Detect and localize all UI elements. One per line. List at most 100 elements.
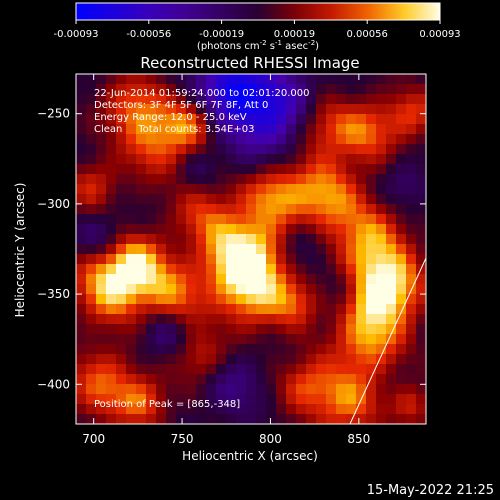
heatmap-cell [356,224,367,235]
heatmap-cell [366,184,377,195]
heatmap-cell [136,124,147,135]
heatmap-cell [116,94,127,105]
heatmap-cell [106,364,117,375]
heatmap-cell [266,164,277,175]
heatmap-cell [106,394,117,405]
heatmap-cell [176,74,187,85]
heatmap-cell [76,284,87,295]
heatmap-cell [346,284,357,295]
heatmap-cell [176,334,187,345]
heatmap-cell [316,184,327,195]
heatmap-cell [386,364,397,375]
heatmap-cell [196,394,207,405]
heatmap-cell [116,194,127,205]
heatmap-cell [206,94,217,105]
heatmap-cell [246,224,257,235]
colorbar-ticks: -0.00093 -0.00056 -0.00019 0.00019 0.00056 0.… [54,20,461,40]
heatmap-cell [236,284,247,295]
heatmap-cell [76,134,87,145]
heatmap-cell [336,344,347,355]
heatmap-cell [76,364,87,375]
heatmap-cell [356,294,367,305]
heatmap-cell [376,254,387,265]
heatmap-cell [86,234,97,245]
heatmap-cell [296,134,307,145]
heatmap-cell [236,114,247,125]
heatmap-cell [176,164,187,175]
heatmap-cell [326,124,337,135]
heatmap-cell [386,204,397,215]
heatmap-cell [266,74,277,85]
heatmap-cell [356,134,367,145]
heatmap-cell [166,284,177,295]
heatmap-cell [176,304,187,315]
heatmap-cell [116,404,127,415]
heatmap-cell [236,174,247,185]
heatmap-cell [166,204,177,215]
heatmap-cell [216,254,227,265]
heatmap-cell [356,144,367,155]
heatmap-cell [226,394,237,405]
heatmap-cell [236,414,247,424]
heatmap-cell [276,124,287,135]
heatmap-cell [136,184,147,195]
heatmap-cell [126,304,137,315]
heatmap-cell [386,174,397,185]
heatmap-cell [376,94,387,105]
heatmap-cell [326,264,337,275]
heatmap-cell [126,404,137,415]
heatmap-cell [396,344,407,355]
heatmap-cell [266,354,277,365]
heatmap-cell [166,134,177,145]
heatmap-cell [256,224,267,235]
heatmap-cell [166,214,177,225]
heatmap-cell [286,394,297,405]
heatmap-cell [326,214,337,225]
heatmap-cell [126,374,137,385]
heatmap-cell [106,354,117,365]
heatmap-cell [256,384,267,395]
heatmap-cell [96,284,107,295]
heatmap-cell [266,224,277,235]
heatmap-cell [106,154,117,165]
heatmap-cell [256,414,267,424]
heatmap-cell [376,224,387,235]
heatmap-cell [176,284,187,295]
heatmap-cell [246,294,257,305]
heatmap-cell [216,154,227,165]
heatmap-cell [96,414,107,424]
heatmap-cell [156,224,167,235]
heatmap-cell [216,104,227,115]
heatmap-cell [306,354,317,365]
heatmap-cell [326,84,337,95]
heatmap-cell [146,284,157,295]
y-tick-label: −300 [37,197,70,211]
heatmap-cell [226,74,237,85]
heatmap-cell [356,304,367,315]
heatmap-cell [96,364,107,375]
heatmap-cell [406,204,417,215]
heatmap-cell [216,174,227,185]
heatmap-cell [216,144,227,155]
heatmap-cell [86,194,97,205]
heatmap-cell [416,274,426,285]
heatmap-cell [266,214,277,225]
heatmap-cell [86,74,97,85]
heatmap-cell [226,274,237,285]
heatmap-cell [266,394,277,405]
heatmap-cell [366,264,377,275]
heatmap-cell [396,244,407,255]
heatmap-cell [276,274,287,285]
heatmap-cell [336,324,347,335]
heatmap-cell [186,134,197,145]
heatmap-cell [76,324,87,335]
heatmap-cell [326,94,337,105]
heatmap-cell [126,194,137,205]
heatmap-cell [326,74,337,85]
heatmap-cell [406,84,417,95]
heatmap-cell [406,354,417,365]
heatmap-cell [206,104,217,115]
heatmap-cell [226,134,237,145]
heatmap-cell [416,94,426,105]
heatmap-cell [326,394,337,405]
